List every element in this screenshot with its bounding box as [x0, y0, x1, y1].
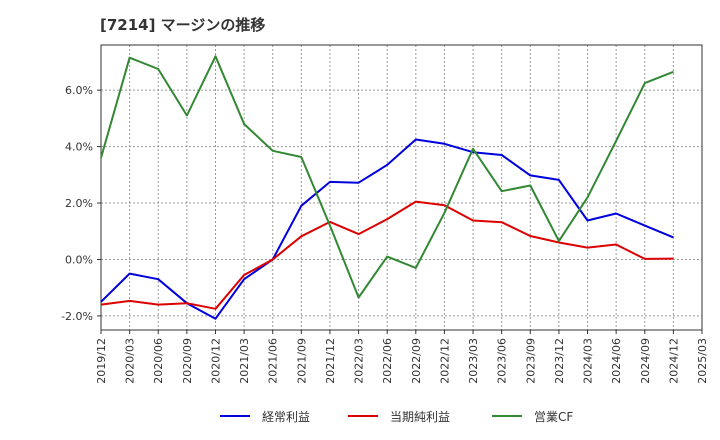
x-tick-label: 2021/09 [295, 338, 308, 384]
x-tick-label: 2023/03 [467, 338, 480, 384]
x-tick-label: 2024/06 [610, 338, 623, 384]
x-tick-label: 2021/06 [267, 338, 280, 384]
legend-label: 当期純利益 [390, 410, 450, 424]
x-tick-label: 2021/03 [238, 338, 251, 384]
x-tick-label: 2021/12 [324, 338, 337, 384]
x-tick-label: 2019/12 [95, 338, 108, 384]
axes-layer: -2.0% 0.0% 2.0% 4.0% 6.0% 2019/12 2020/03 2020/… [61, 44, 709, 384]
y-tick-label: 2.0% [65, 197, 93, 210]
x-tick-label: 2025/03 [696, 338, 709, 384]
x-tick-label: 2022/09 [410, 338, 423, 384]
x-tick-label: 2020/09 [181, 338, 194, 384]
legend-label: 経常利益 [262, 410, 310, 424]
legend-label: 営業CF [534, 410, 573, 424]
y-tick-label: 0.0% [65, 253, 93, 266]
plot-frame [100, 44, 703, 331]
y-tick-label: -2.0% [61, 310, 93, 323]
legend-layer: 経常利益 当期純利益 営業CF [220, 410, 573, 424]
x-tick-label: 2020/12 [209, 338, 222, 384]
x-tick-label: 2022/03 [353, 338, 366, 384]
chart-title: [7214] マージンの推移 [100, 16, 266, 34]
x-tick-label: 2022/12 [438, 338, 451, 384]
x-tick-label: 2023/06 [496, 338, 509, 384]
x-tick-label: 2023/12 [553, 338, 566, 384]
y-tick-label: 4.0% [65, 141, 93, 154]
series-layer [100, 55, 674, 320]
y-tick-label: 6.0% [65, 84, 93, 97]
x-tick-label: 2023/09 [524, 338, 537, 384]
x-tick-label: 2022/06 [381, 338, 394, 384]
x-tick-label: 2024/09 [639, 338, 652, 384]
series-line [100, 138, 674, 320]
x-tick-label: 2024/03 [582, 338, 595, 384]
grid-layer [101, 45, 702, 330]
x-tick-label: 2024/12 [667, 338, 680, 384]
x-tick-label: 2020/03 [124, 338, 137, 384]
x-tick-label: 2020/06 [152, 338, 165, 384]
series-line [100, 200, 674, 310]
series-line [100, 55, 674, 299]
